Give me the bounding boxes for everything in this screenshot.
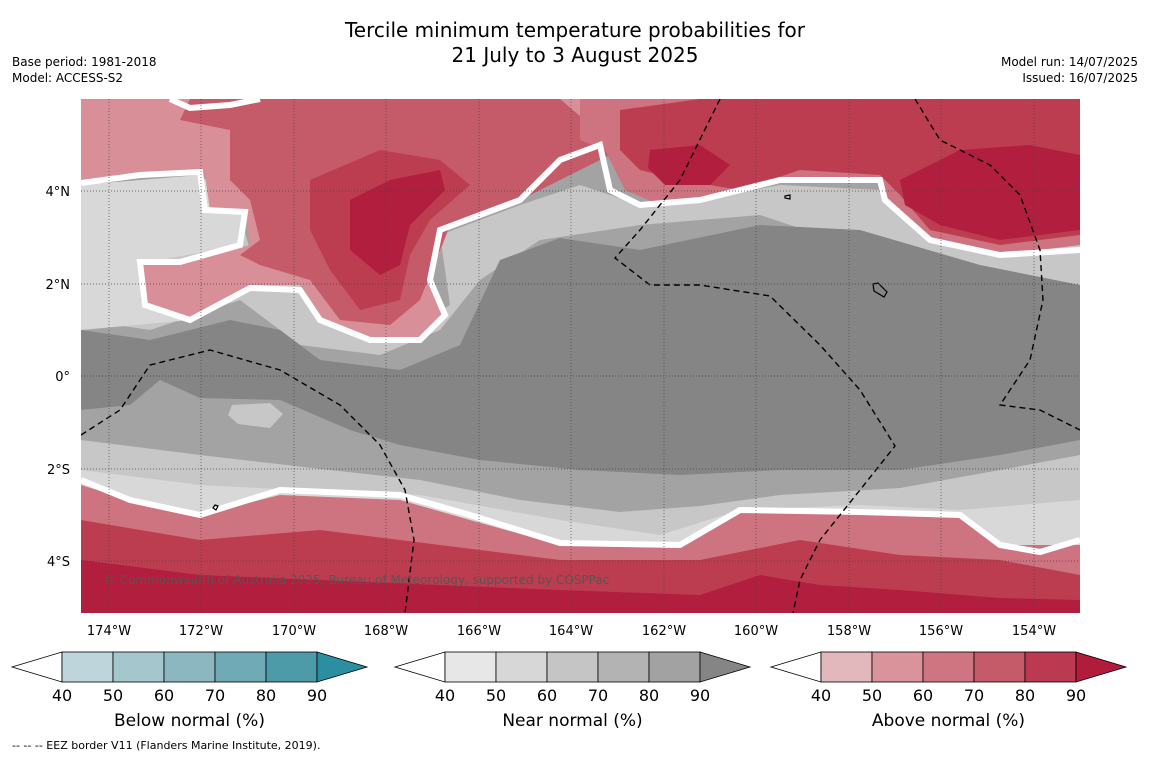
copyright-note: © Commonwealth of Australia 2025, Bureau… [104,573,609,587]
lon-label: 162°W [642,624,686,639]
contour-lines [81,99,1080,556]
lon-label: 170°W [272,624,316,639]
lat-label: 2°N [46,278,71,293]
map-title: Tercile minimum temperature probabilitie… [0,18,1150,68]
map-field: © Commonwealth of Australia 2025, Bureau… [81,99,1080,613]
lat-label: 0° [55,370,70,385]
colorbar-extend-high [699,651,752,683]
colorbar-swatch [444,651,497,683]
lat-label: 4°N [46,185,71,200]
colorbar-tick-label: 40 [435,686,455,705]
meta-left: Base period: 1981-2018 Model: ACCESS-S2 [12,54,157,86]
colorbar-title: Near normal (%) [502,711,642,731]
above-normal-90-north-east [900,145,1080,240]
issued-date: Issued: 16/07/2025 [1022,71,1138,85]
colorbar-swatch [495,651,548,683]
near-normal-90-core [81,225,1080,475]
lon-label: 158°W [827,624,871,639]
lon-label: 164°W [549,624,593,639]
colorbar-extend-low [769,651,822,683]
colorbar-tick-label: 50 [103,686,123,705]
colorbar-tick-label: 40 [52,686,72,705]
colorbar-swatch [265,651,318,683]
model-run: Model run: 14/07/2025 [1000,55,1138,69]
colorbar-extend-high [1075,651,1128,683]
colorbar-tick-label: 60 [154,686,174,705]
colorbar-swatch [871,651,924,683]
colorbar-swatch [214,651,267,683]
colorbar-tick-label: 80 [639,686,659,705]
lon-label: 156°W [919,624,963,639]
colorbar-swatch [648,651,701,683]
lon-label: 174°W [87,624,131,639]
near-normal-60-patch [228,403,283,428]
colorbar-tick-label: 80 [256,686,276,705]
colorbar-swatch [922,651,975,683]
colorbar-group: 40 50 60 70 80 90 Below normal (%) 40 50 60 70 80 90… [10,651,1128,731]
colorbar-tick-label: 50 [862,686,882,705]
base-period: Base period: 1981-2018 [12,55,157,69]
eez-footer-note: -- -- -- EEZ border V11 (Flanders Marine… [12,739,321,752]
lon-label: 166°W [457,624,501,639]
lon-label: 160°W [734,624,778,639]
lon-label: 172°W [179,624,223,639]
colorbar: 40 50 60 70 80 90 Below normal (%) [10,651,369,731]
colorbar-swatch [820,651,873,683]
colorbar-tick-label: 80 [1015,686,1035,705]
title-line-2: 21 July to 3 August 2025 [451,43,699,67]
islands [212,194,888,511]
colorbar: 40 50 60 70 80 90 Above normal (%) [769,651,1128,731]
colorbar-tick-label: 70 [964,686,984,705]
colorbar-title: Above normal (%) [872,711,1025,731]
eez-borders [81,99,1080,613]
above-normal-90-north-center [648,145,730,185]
colorbar-tick-label: 90 [307,686,327,705]
colorbar-swatch [112,651,165,683]
colorbar-tick-label: 90 [690,686,710,705]
colorbar-swatch [163,651,216,683]
lon-labels: 174°W 172°W 170°W 168°W 166°W 164°W 162°… [87,624,1056,639]
colorbar-extend-high [316,651,369,683]
lon-label: 154°W [1012,624,1056,639]
colorbar-tick-label: 70 [588,686,608,705]
colorbar: 40 50 60 70 80 90 Near normal (%) [393,651,752,731]
colorbar-swatch [61,651,114,683]
lon-label: 168°W [364,624,408,639]
near-normal-50-band-north [81,175,245,330]
title-line-1: Tercile minimum temperature probabilitie… [344,18,806,42]
above-normal-90-south [81,560,1080,613]
colorbar-swatch [597,651,650,683]
colorbar-swatch [1024,651,1077,683]
lat-label: 2°S [47,463,70,478]
colorbar-tick-label: 40 [811,686,831,705]
model-name: Model: ACCESS-S2 [12,71,124,85]
colorbar-tick-label: 70 [205,686,225,705]
colorbar-swatch [973,651,1026,683]
colorbar-swatch [546,651,599,683]
meta-right: Model run: 14/07/2025 Issued: 16/07/2025 [1001,54,1138,86]
colorbar-extend-low [10,651,63,683]
colorbar-title: Below normal (%) [114,711,265,731]
colorbar-tick-label: 60 [537,686,557,705]
colorbar-extend-low [393,651,446,683]
near-normal-60-band-north [81,178,1080,355]
colorbar-tick-label: 90 [1066,686,1086,705]
lat-labels: 4°N 2°N 0° 2°S 4°S [46,185,71,570]
lat-label: 4°S [47,555,70,570]
colorbar-tick-label: 60 [913,686,933,705]
above-normal-90-north-west [350,170,445,275]
colorbar-tick-label: 50 [486,686,506,705]
